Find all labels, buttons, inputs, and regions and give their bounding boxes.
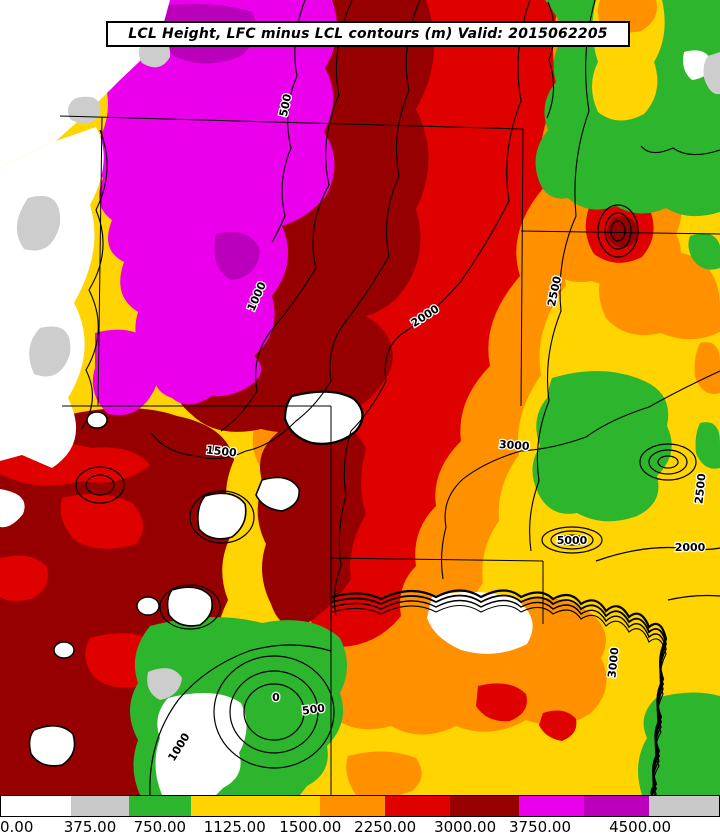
colorbar-tick-label: 375.00 [63,818,117,836]
state-border-line [330,557,544,562]
map-fill-region [60,494,144,549]
map-fill-region [86,411,108,429]
valley-speck-layer [28,390,364,767]
colorbar-tick-label: 3000.00 [434,818,497,836]
map-fill-region [283,390,364,445]
contour-label: 2000 [675,541,706,554]
map-fill-region [92,329,160,416]
contour-line [440,370,720,580]
plot-title-box: LCL Height, LFC minus LCL contours (m) V… [106,21,630,47]
colorbar-segment [449,796,520,816]
map-fill-region [155,693,247,795]
contour-label: 3000 [499,438,531,453]
state-border-line [520,128,524,407]
colorbar-tick-label: 1500.00 [279,818,342,836]
colorbar-segment [70,796,129,816]
map-fill-region [29,326,71,377]
colorbar-tick-label: 4500.00 [609,818,672,836]
map-fill-region [346,751,422,795]
map-fill-region [147,668,182,700]
colorbar-tick-label: 2250.00 [354,818,417,836]
colorbar-area: 0.00 375.00 750.00 1125.00 1500.00 2250.00 300… [0,795,720,838]
map-fill-region [539,710,577,741]
colorbar-tick-label: 0.00 [0,818,34,836]
colorbar-segment [648,796,719,816]
contour-line [80,129,108,431]
map-fill-region [695,422,720,469]
map-fill-region [94,0,338,405]
map-fill-region [166,586,213,627]
contour-label: 2500 [692,472,708,504]
state-borders [59,115,720,795]
colorbar-tick-label: 750.00 [133,818,187,836]
map-fill-region [599,249,720,340]
contour-label: 500 [277,92,295,118]
contour-line [529,0,596,552]
contour-line [595,546,720,562]
colorbar-segment [385,796,450,816]
contour-lines [75,0,720,795]
map-fill-region [0,555,48,602]
contour-label: 1500 [205,443,237,459]
contour-label: 3000 [605,646,621,678]
lcl-height-map: 500 1000 1500 2000 2500 3000 2500 2000 5… [0,0,720,795]
map-fill-region [532,370,672,522]
map-fill-region [28,725,76,767]
state-border-line [59,115,524,130]
map-fill-region [688,233,720,270]
map-fill-region [136,596,160,616]
plot-title: LCL Height, LFC minus LCL contours (m) V… [128,26,608,42]
contour-line [333,0,531,617]
map-fill-region [214,232,260,280]
contour-line [149,644,332,795]
map-fill-region [694,342,720,394]
contour-line [220,0,353,432]
map-fill-region [638,692,720,795]
map-fill-region [0,489,25,528]
state-border-line [520,230,720,235]
map-fill-region [197,492,247,540]
state-border-line [97,116,103,407]
colorbar-segment [320,796,386,816]
colorbar-segment [583,796,649,816]
map-fill-region [703,52,720,95]
colorbar-ticks: 0.00 375.00 750.00 1125.00 1500.00 2250.00 300… [0,817,720,838]
map-fill-region [476,683,527,722]
map-fill-region [257,418,366,627]
contour-line [271,0,306,243]
contour-line [667,594,720,601]
colorbar [0,795,720,817]
colorbar-segment [128,796,191,816]
contour-knot [75,204,697,769]
colorbar-tick-label: 1125.00 [203,818,266,836]
magenta-fill-layer [92,0,338,416]
map-area: 500 1000 1500 2000 2500 3000 2500 2000 5… [0,0,720,795]
colorbar-segment [519,796,584,816]
colorbar-segment [190,796,321,816]
contour-line [546,1,555,119]
contour-line [331,604,667,795]
map-fill-region [53,641,75,659]
contour-line [640,145,720,156]
colorbar-tick-label: 3750.00 [508,818,572,836]
contour-line [331,599,667,795]
contour-line [150,0,421,460]
colorbar-segment [1,796,71,816]
contour-label: 500 [301,701,326,717]
contour-label: 5000 [557,534,588,547]
map-fill-region [16,195,61,251]
map-fill-region [427,591,533,654]
contour-label: 0 [272,691,280,704]
map-fill-region [255,476,300,512]
